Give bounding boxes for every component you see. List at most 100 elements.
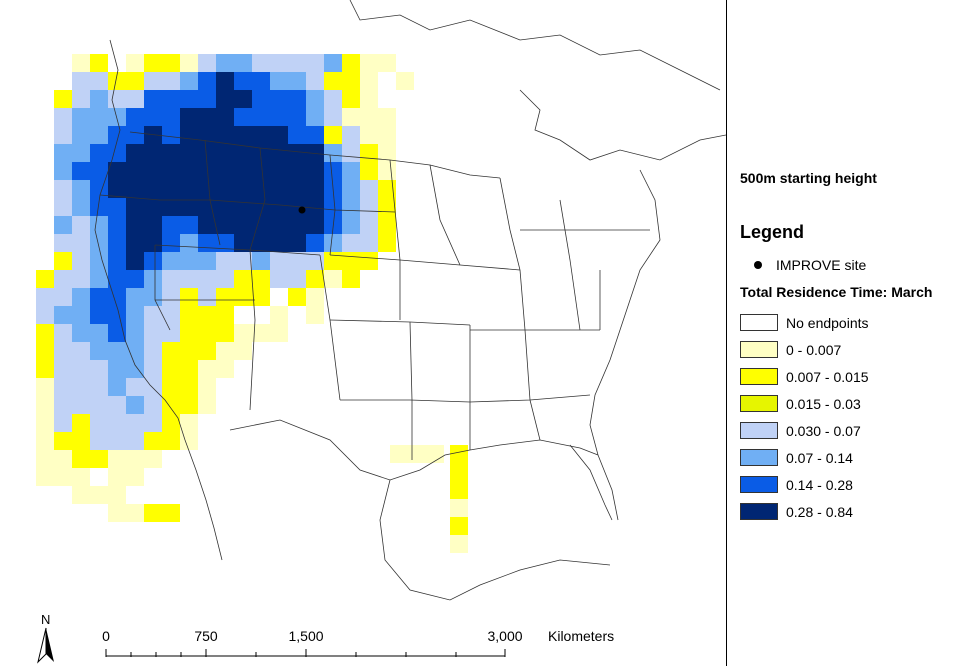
grid-cell [90,270,108,288]
legend-class-row: 0.030 - 0.07 [740,417,869,444]
grid-cell [270,270,288,288]
grid-cell [306,90,324,108]
grid-cell [288,90,306,108]
grid-cell [360,216,378,234]
grid-cell [306,252,324,270]
legend-class-label: 0.07 - 0.14 [786,449,853,466]
grid-cell [90,378,108,396]
grid-cell [36,306,54,324]
grid-cell [378,180,396,198]
legend-class-row: 0.07 - 0.14 [740,444,869,471]
grid-cell [144,108,162,126]
grid-cell [162,360,180,378]
grid-cell [144,54,162,72]
grid-cell [126,72,144,90]
grid-cell [306,198,324,216]
legend-class-row: 0.14 - 0.28 [740,471,869,498]
grid-cell [342,90,360,108]
grid-cell [126,378,144,396]
grid-cell [54,396,72,414]
grid-cell [90,126,108,144]
grid-cell [72,270,90,288]
grid-cell [144,288,162,306]
grid-cell [234,324,252,342]
legend-class-label: 0.007 - 0.015 [786,368,869,385]
grid-cell [252,72,270,90]
grid-cell [126,270,144,288]
grid-cell [288,216,306,234]
grid-cell [216,162,234,180]
grid-cell [54,432,72,450]
grid-cell [180,324,198,342]
grid-cell [270,216,288,234]
legend-classes: No endpoints 0 - 0.007 0.007 - 0.015 0.015 … [740,309,869,525]
grid-cell [108,126,126,144]
grid-cell [162,216,180,234]
grid-cell [126,252,144,270]
grid-cell [36,270,54,288]
grid-cell [252,54,270,72]
grid-cell [198,72,216,90]
state-boundaries [94,0,726,601]
grid-cell [72,288,90,306]
grid-cell [162,180,180,198]
grid-cell [108,468,126,486]
grid-cell [108,450,126,468]
grid-cell [216,342,234,360]
grid-cell [90,342,108,360]
grid-cell [144,342,162,360]
grid-cell [342,198,360,216]
grid-cell [324,162,342,180]
grid-cell [324,126,342,144]
grid-cell [162,342,180,360]
grid-cell [126,216,144,234]
grid-cell [108,162,126,180]
grid-cell [108,72,126,90]
grid-cell [450,463,468,481]
grid-cell [90,162,108,180]
grid-cell [324,108,342,126]
grid-cell [144,90,162,108]
grid-cell [180,270,198,288]
grid-cell [216,54,234,72]
grid-cell [162,90,180,108]
improve-site-label: IMPROVE site [776,257,867,273]
grid-cell [198,306,216,324]
grid-cell [198,126,216,144]
grid-cell [324,90,342,108]
scale-tick-750: 750 [194,628,218,644]
grid-cell [54,234,72,252]
grid-cell [306,54,324,72]
grid-cell [72,108,90,126]
grid-cell [216,198,234,216]
grid-cell [270,126,288,144]
legend-swatch [740,422,778,439]
grid-cell [288,108,306,126]
grid-cell [36,342,54,360]
legend-swatch [740,368,778,385]
improve-site-marker [298,206,306,214]
grid-cell [180,378,198,396]
starting-height-label: 500m starting height [740,170,877,186]
grid-cell [180,108,198,126]
scale-unit: Kilometers [548,628,615,644]
grid-cell [234,108,252,126]
grid-cell [216,72,234,90]
grid-cell [378,198,396,216]
grid-cell [306,72,324,90]
scale-bar: 0 750 1,500 3,000 Kilometers [0,620,726,666]
grid-cell [342,144,360,162]
grid-cell [72,342,90,360]
grid-cell [54,216,72,234]
grid-cell [144,144,162,162]
grid-cell [54,360,72,378]
grid-cell [90,72,108,90]
grid-cell [72,54,90,72]
grid-cell [36,414,54,432]
grid-cell [108,216,126,234]
grid-cell [252,90,270,108]
grid-cell [126,144,144,162]
grid-cell [108,144,126,162]
grid-cell [450,517,468,535]
grid-cell [324,72,342,90]
